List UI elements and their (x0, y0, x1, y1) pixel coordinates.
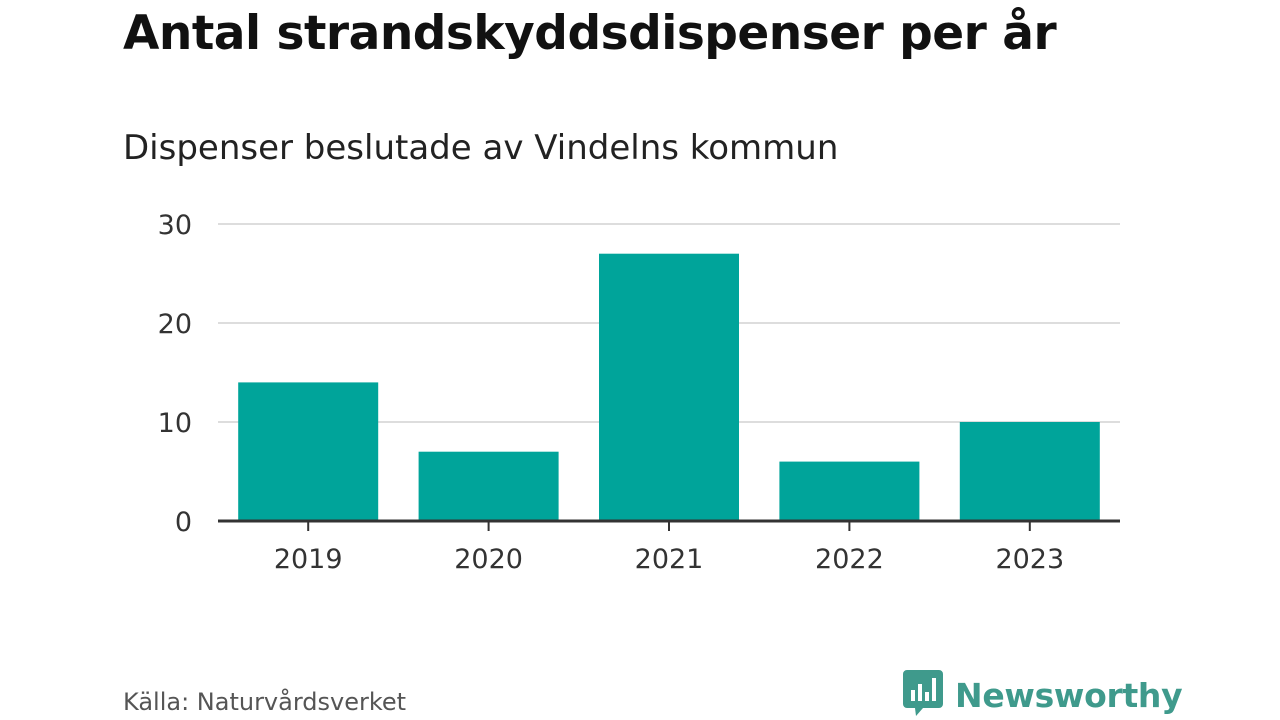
x-tick-label-2023: 2023 (995, 544, 1064, 575)
chart-subtitle: Dispenser beslutade av Vindelns kommun (123, 128, 839, 168)
bar-2019 (238, 382, 379, 521)
bar-2023 (959, 422, 1100, 521)
bar-2021 (599, 253, 739, 521)
brand-logo: Newsworthy (903, 670, 1183, 720)
y-axis-ticks: 0 10 20 30 (158, 210, 192, 538)
y-tick-label-30: 30 (158, 210, 192, 241)
y-tick-label-20: 20 (158, 309, 192, 340)
brand-name: Newsworthy (955, 675, 1183, 715)
chart-title: Antal strandskyddsdispenser per år (123, 6, 1057, 61)
x-tick-label-2019: 2019 (274, 544, 343, 575)
x-tick-label-2020: 2020 (454, 544, 523, 575)
bars (238, 253, 1100, 521)
x-tick-label-2022: 2022 (815, 544, 884, 575)
source-note: Källa: Naturvårdsverket (123, 688, 407, 716)
y-tick-label-0: 0 (175, 507, 192, 538)
y-tick-label-10: 10 (158, 408, 192, 439)
x-tick-label-2021: 2021 (635, 544, 704, 575)
bar-2020 (418, 451, 559, 521)
bar-2022 (779, 461, 920, 521)
x-axis-ticks: 2019 2020 2021 2022 2023 (274, 521, 1064, 575)
bar-chart-speech-bubble-icon (903, 670, 943, 720)
